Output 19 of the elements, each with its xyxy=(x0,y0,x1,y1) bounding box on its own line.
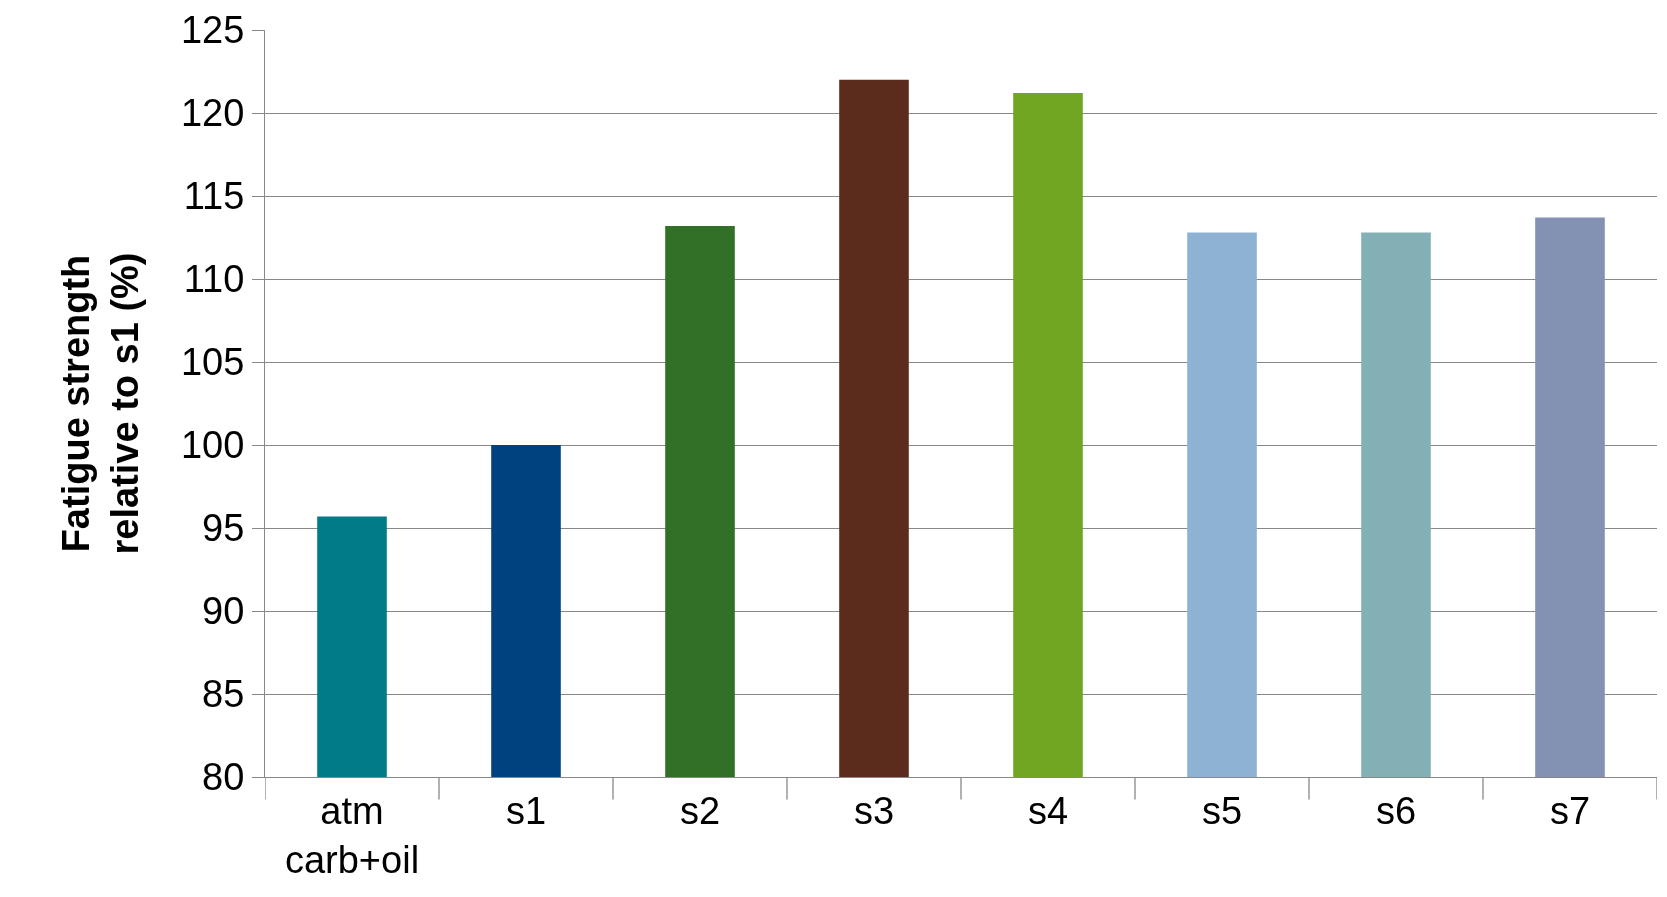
y-tick-label: 120 xyxy=(180,92,245,135)
x-tick-label: s4 xyxy=(1027,789,1069,832)
x-tick-label: s5 xyxy=(1201,789,1243,832)
x-tick-label: s2 xyxy=(679,789,721,832)
y-tick-label: 110 xyxy=(183,258,245,301)
y-tick-label: 100 xyxy=(180,424,245,467)
y-tick-label: 125 xyxy=(180,9,245,52)
y-tick-label: 95 xyxy=(202,507,245,550)
x-tick-label: s1 xyxy=(505,789,547,832)
x-tick-label: s6 xyxy=(1375,789,1417,832)
y-tick-label: 90 xyxy=(202,590,245,633)
x-tick-label: atm carb+oil xyxy=(284,789,420,881)
y-tick-label: 105 xyxy=(180,341,245,384)
y-tick-label: 85 xyxy=(202,673,245,716)
x-tick-label: s3 xyxy=(853,789,895,832)
y-tick-label: 115 xyxy=(183,175,245,218)
y-axis-title: Fatigue strength relative to s1 (%) xyxy=(54,252,147,555)
x-tick-label: s7 xyxy=(1549,789,1591,832)
y-tick-label: 80 xyxy=(202,756,245,799)
